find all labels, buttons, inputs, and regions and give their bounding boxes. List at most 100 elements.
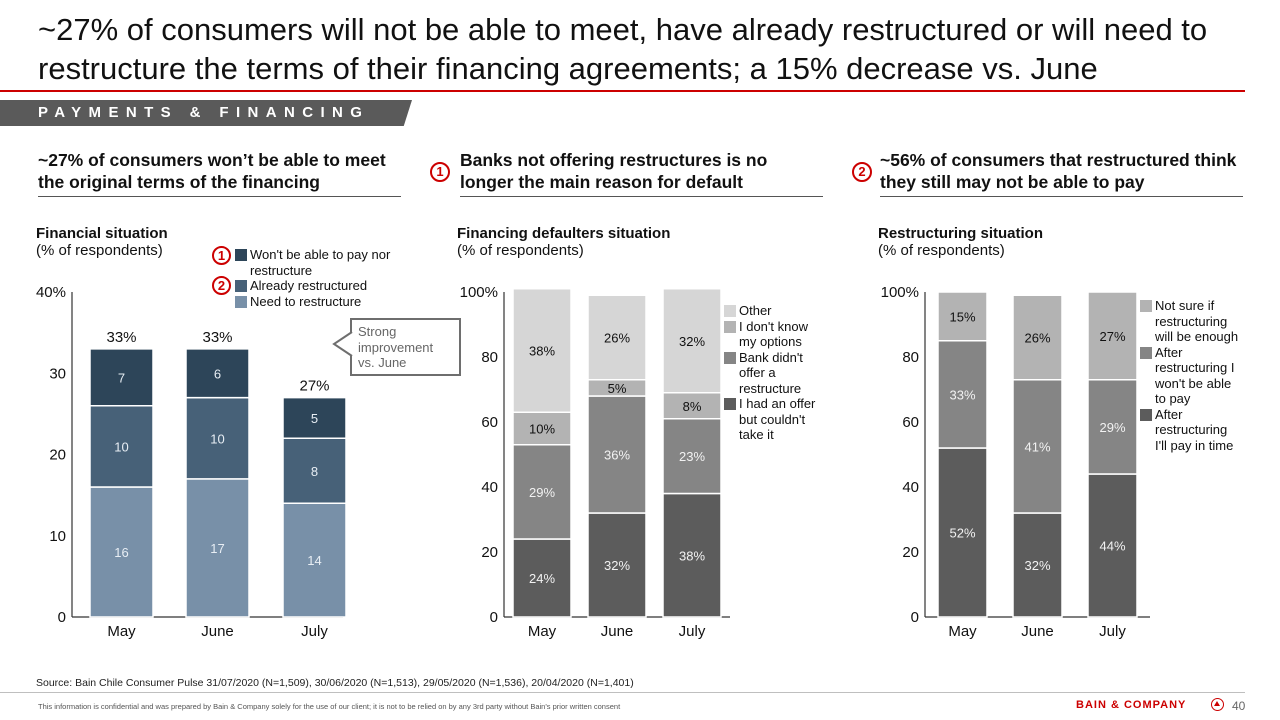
annotation-callout: Strong improvement vs. June [350, 318, 461, 376]
chart-2-legend: Other I don't know my options Bank didn'… [724, 303, 824, 443]
bar-segment [185, 478, 250, 618]
x-tick-label: June [1021, 623, 1054, 640]
legend-label: I had an offer but couldn't take it [739, 396, 816, 442]
y-tick-label: 40% [36, 284, 66, 301]
legend-badge-1-icon: 1 [212, 246, 231, 265]
data-label: 24% [529, 571, 555, 586]
data-label: 14 [307, 553, 321, 568]
legend-swatch [235, 249, 247, 261]
x-tick-label: July [679, 623, 706, 640]
legend-item: Other [724, 303, 824, 319]
y-tick-label: 20 [481, 544, 498, 561]
y-tick-label: 0 [911, 609, 919, 626]
x-tick-label: June [201, 623, 234, 640]
callout-line: improvement [358, 339, 434, 355]
data-label: 33% [949, 387, 975, 402]
legend-label: Need to restructure [250, 293, 362, 309]
x-tick-label: July [1099, 623, 1126, 640]
bar-segment [937, 447, 988, 618]
section-banner: PAYMENTS & FINANCING [0, 100, 412, 126]
bar-segment [512, 411, 572, 446]
chart-1-legend: Won't be able to pay nor restructure Alr… [235, 247, 410, 309]
data-label: 36% [604, 448, 630, 463]
legend-label: Other [739, 303, 772, 318]
data-label: 32% [604, 558, 630, 573]
legend-item: Not sure if restructuring will be enough [1140, 298, 1240, 345]
panel-3-heading: ~56% of consumers that restructured thin… [880, 149, 1243, 197]
badge-2-icon: 2 [852, 162, 872, 182]
data-label: 17 [210, 541, 224, 556]
source-note: Source: Bain Chile Consumer Pulse 31/07/… [36, 677, 634, 689]
data-label: 27% [1099, 329, 1125, 344]
legend-label: After restructuring I'll pay in time [1155, 406, 1234, 453]
brand-logo: BAIN & COMPANY [1076, 699, 1187, 711]
legend-swatch [1140, 346, 1152, 359]
bar-segment [662, 392, 722, 420]
page-number: 40 [1232, 699, 1246, 713]
legend-label: Not sure if restructuring will be enough [1155, 298, 1239, 344]
chart-2-subtitle: (% of respondents) [457, 242, 584, 259]
y-tick-label: 40 [481, 479, 498, 496]
legend-swatch [235, 295, 247, 308]
chart-3-legend: Not sure if restructuring will be enough… [1140, 298, 1240, 453]
panel-1-heading: ~27% of consumers won’t be able to meet … [38, 149, 401, 197]
bar-segment [1012, 379, 1063, 514]
chart-2-title: Financing defaulters situation [457, 225, 671, 242]
data-label: 44% [1099, 539, 1125, 554]
total-label: 33% [106, 329, 136, 346]
legend-swatch [724, 351, 736, 364]
data-label: 38% [529, 344, 555, 359]
y-tick-label: 10 [49, 528, 66, 545]
data-label: 23% [679, 449, 705, 464]
bar-segment [89, 348, 154, 407]
legend-label: Won't be able to pay nor restructure [250, 247, 391, 278]
legend-item: Need to restructure [235, 294, 410, 310]
data-label: 10% [529, 422, 555, 437]
legend-item: Won't be able to pay nor restructure [235, 247, 410, 278]
y-tick-label: 80 [902, 349, 919, 366]
legend-label: Bank didn't offer a restructure [739, 349, 803, 396]
data-label: 41% [1024, 439, 1050, 454]
legend-label: After restructuring I won't be able to p… [1155, 344, 1235, 407]
legend-swatch [1140, 300, 1152, 312]
bar-segment [282, 437, 347, 504]
bar-segment [937, 291, 988, 342]
bar-segment [587, 294, 647, 381]
chart-1-title: Financial situation [36, 225, 168, 242]
bar-segment [185, 348, 250, 399]
data-label: 38% [679, 548, 705, 563]
legend-swatch [724, 305, 736, 317]
legend-badge-2-icon: 2 [212, 276, 231, 295]
bar-segment [662, 288, 722, 394]
brand-logo-icon [1211, 698, 1224, 711]
legend-label: I don't know my options [739, 318, 808, 350]
legend-item: I had an offer but couldn't take it [724, 396, 824, 443]
y-tick-label: 0 [58, 609, 66, 626]
data-label: 7 [118, 370, 125, 385]
bar-segment [512, 538, 572, 618]
data-label: 32% [1024, 558, 1050, 573]
bar-segment [1012, 294, 1063, 381]
data-label: 10 [114, 439, 128, 454]
data-label: 29% [1099, 420, 1125, 435]
legend-label: Already restructured [250, 278, 368, 293]
bar-segment [282, 502, 347, 618]
y-tick-label: 0 [490, 609, 498, 626]
chart-1-subtitle: (% of respondents) [36, 242, 163, 259]
y-tick-label: 60 [481, 414, 498, 431]
y-tick-label: 20 [49, 447, 66, 464]
callout-pointer [332, 331, 354, 357]
slide-title: ~27% of consumers will not be able to me… [38, 12, 1208, 86]
bar-segment [282, 396, 347, 439]
bar-segment [185, 396, 250, 480]
legend-item: After restructuring I'll pay in time [1140, 407, 1240, 454]
confidentiality-disclaimer: This information is confidential and was… [38, 702, 621, 711]
bar-segment [1087, 473, 1138, 618]
y-tick-label: 100% [881, 284, 919, 301]
y-tick-label: 60 [902, 414, 919, 431]
data-label: 5% [608, 381, 627, 396]
y-tick-label: 100% [460, 284, 498, 301]
data-label: 32% [679, 334, 705, 349]
x-tick-label: May [107, 623, 136, 640]
